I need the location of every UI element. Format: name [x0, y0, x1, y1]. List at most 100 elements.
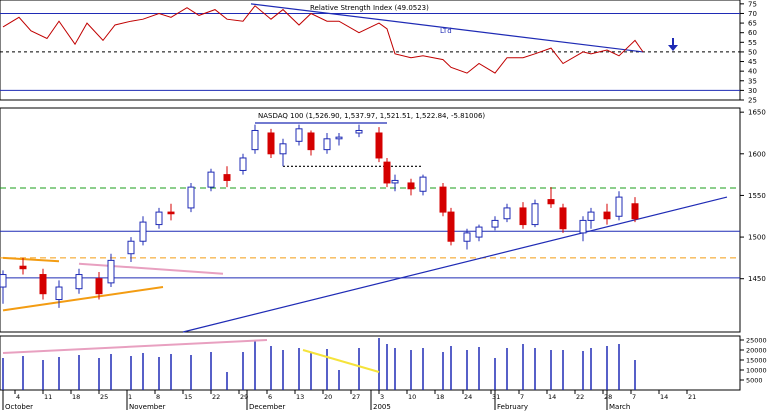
candle-body	[139, 221, 147, 242]
candle-body	[463, 232, 471, 242]
candle-body	[615, 196, 623, 217]
rsi-ytick-label: 60	[748, 29, 757, 37]
rsi-ytick-label: 70	[748, 10, 757, 18]
x-day-label: 3	[380, 393, 384, 401]
price-trendline	[182, 196, 728, 333]
x-day-label: 29	[240, 393, 248, 401]
x-day-label: 4	[16, 393, 20, 401]
candle-body	[295, 128, 303, 142]
candle-body	[579, 219, 587, 234]
volume-ytick-label: 20000	[746, 347, 767, 355]
x-month-label: October	[5, 403, 33, 411]
rsi-ytick-label: 65	[748, 20, 757, 28]
rsi-ytick-label: 35	[748, 77, 757, 85]
x-day-label: 18	[436, 393, 444, 401]
candle-body	[519, 207, 527, 226]
price-trendline	[2, 286, 164, 312]
candle-body	[631, 203, 639, 220]
candle-body	[55, 286, 63, 301]
candle-body	[355, 129, 363, 134]
price-layer: 1450 1500 1550 1600 1650	[0, 109, 766, 333]
rsi-trendline	[250, 3, 644, 53]
x-day-label: 24	[464, 393, 472, 401]
volume-panel-frame	[0, 335, 741, 391]
x-day-label: 21	[688, 393, 696, 401]
x-day-label: 25	[100, 393, 108, 401]
candle-body	[167, 211, 175, 215]
x-day-label: 14	[548, 393, 556, 401]
candle-body	[383, 161, 391, 184]
candle-body	[491, 219, 499, 228]
candle-body	[475, 226, 483, 238]
rsi-ytick-label: 50	[748, 48, 757, 56]
x-day-label: 13	[296, 393, 304, 401]
x-day-label: 6	[268, 393, 272, 401]
x-day-label: 18	[72, 393, 80, 401]
x-day-label: 7	[632, 393, 636, 401]
rsi-ytick-label: 55	[748, 39, 757, 47]
candle-body	[39, 274, 47, 295]
candle-body	[251, 129, 259, 151]
price-trendline	[78, 262, 224, 275]
candle-body	[307, 132, 315, 151]
candle-body	[207, 171, 215, 188]
x-month-label: 2005	[373, 403, 391, 411]
x-day-label: 8	[156, 393, 160, 401]
x-day-label: 20	[324, 393, 332, 401]
volume-trendline	[2, 339, 268, 354]
rsi-ytick-label: 40	[748, 68, 757, 76]
candle-body	[375, 132, 383, 159]
candle-body	[187, 186, 195, 209]
x-day-label: 31	[492, 393, 500, 401]
price-ytick-label: 1550	[748, 192, 766, 200]
volume-trendline	[302, 349, 380, 373]
price-ytick-label: 1450	[748, 275, 766, 283]
candle-body	[439, 186, 447, 213]
x-day-label: 22	[212, 393, 220, 401]
x-day-label: 1	[128, 393, 132, 401]
rsi-ytick-label: 45	[748, 58, 757, 66]
volume-ytick-label: 5000	[746, 377, 763, 385]
x-day-label: 27	[352, 393, 360, 401]
candle-body	[95, 278, 103, 295]
candle-body	[155, 211, 163, 226]
candle-body	[603, 211, 611, 220]
rsi-ltd-label: LTd	[440, 27, 452, 35]
candle-body	[587, 211, 595, 221]
candle-body	[531, 203, 539, 226]
candle-body	[19, 265, 27, 270]
candle-body	[75, 274, 83, 290]
candle-body	[323, 138, 331, 151]
rsi-ytick-label: 75	[748, 0, 757, 8]
volume-ytick-label: 10000	[746, 367, 767, 375]
x-day-label: 11	[44, 393, 52, 401]
x-month-label: March	[609, 403, 630, 411]
x-day-label: 22	[576, 393, 584, 401]
candle-body	[407, 182, 415, 190]
price-ytick-label: 1600	[748, 150, 766, 158]
volume-ytick-label: 15000	[746, 357, 767, 365]
candle-body	[559, 207, 567, 230]
x-day-label: 7	[520, 393, 524, 401]
down-arrow-icon	[668, 38, 678, 51]
rsi-ytick-label: 30	[748, 87, 757, 95]
candle-body	[419, 176, 427, 192]
candle-body	[127, 240, 135, 255]
rsi-line	[2, 5, 644, 74]
price-ytick-label: 1500	[748, 234, 766, 242]
rsi-panel-frame	[0, 0, 741, 101]
price-title: NASDAQ 100 (1,526.90, 1,537.97, 1,521.51…	[258, 112, 485, 120]
x-month-label: November	[129, 403, 166, 411]
x-day-label: 14	[660, 393, 668, 401]
volume-layer: 5000 10000 15000 20000 25000	[2, 337, 767, 390]
candle-body	[107, 259, 115, 284]
price-panel-frame	[0, 107, 741, 333]
volume-ytick-label: 25000	[746, 337, 767, 345]
x-month-label: February	[497, 403, 528, 411]
price-ytick-label: 1650	[748, 109, 766, 117]
axis-layer: 4 11 18 25 1 8 15 22 29 6 13 20 27 3 10 18 24 31 7 14 22 28 7 1…	[2, 390, 696, 411]
candle-body	[335, 136, 343, 140]
